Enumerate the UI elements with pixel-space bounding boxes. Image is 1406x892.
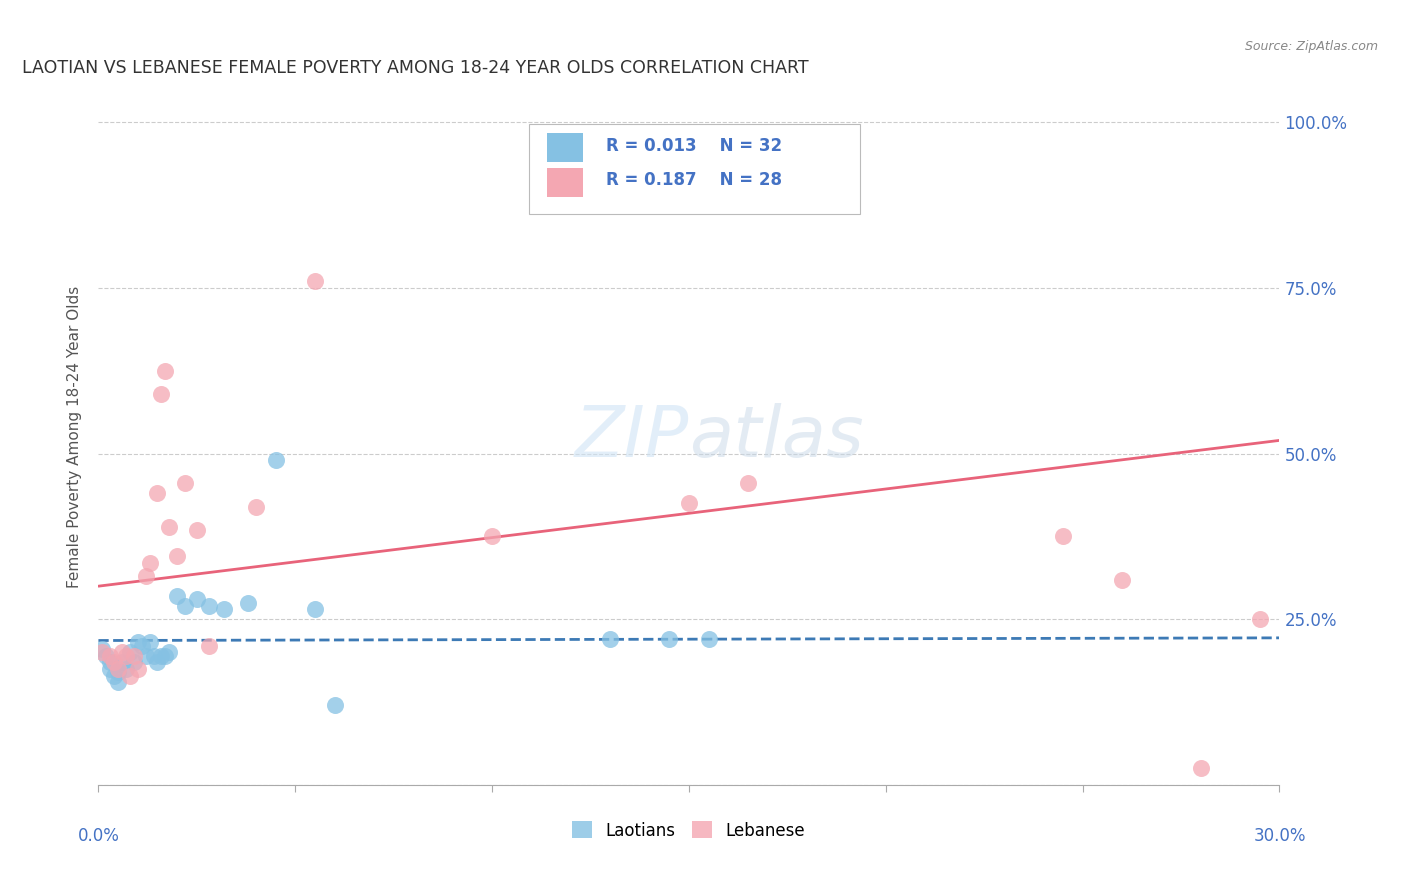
Point bbox=[197, 599, 219, 613]
Point bbox=[1189, 761, 1212, 775]
Point bbox=[127, 635, 149, 649]
Point bbox=[197, 639, 219, 653]
Point bbox=[98, 662, 121, 676]
Point bbox=[122, 648, 145, 663]
Point bbox=[131, 639, 153, 653]
FancyBboxPatch shape bbox=[547, 168, 582, 197]
Text: atlas: atlas bbox=[689, 402, 863, 472]
Point bbox=[118, 668, 141, 682]
Point bbox=[166, 589, 188, 603]
Point bbox=[138, 635, 160, 649]
Point bbox=[146, 486, 169, 500]
Point bbox=[142, 648, 165, 663]
Point bbox=[304, 602, 326, 616]
Point bbox=[98, 656, 121, 670]
Legend: Laotians, Lebanese: Laotians, Lebanese bbox=[565, 814, 813, 847]
FancyBboxPatch shape bbox=[547, 133, 582, 162]
Point bbox=[146, 656, 169, 670]
Point bbox=[155, 364, 177, 378]
Point bbox=[323, 698, 346, 713]
Point bbox=[96, 648, 118, 663]
Point bbox=[737, 476, 759, 491]
Text: R = 0.187    N = 28: R = 0.187 N = 28 bbox=[606, 170, 782, 188]
Point bbox=[91, 645, 114, 659]
Point bbox=[118, 645, 141, 659]
Point bbox=[236, 596, 259, 610]
Point bbox=[658, 632, 681, 647]
Text: Source: ZipAtlas.com: Source: ZipAtlas.com bbox=[1244, 40, 1378, 54]
Point bbox=[111, 656, 134, 670]
Point bbox=[127, 662, 149, 676]
Point bbox=[1249, 612, 1271, 626]
Point bbox=[245, 500, 267, 514]
Point bbox=[697, 632, 720, 647]
Text: R = 0.013    N = 32: R = 0.013 N = 32 bbox=[606, 137, 782, 155]
Point bbox=[115, 648, 138, 663]
Point bbox=[111, 645, 134, 659]
Point bbox=[304, 274, 326, 288]
Point bbox=[107, 662, 129, 676]
Point bbox=[107, 665, 129, 680]
Text: 0.0%: 0.0% bbox=[77, 827, 120, 845]
Text: 30.0%: 30.0% bbox=[1253, 827, 1306, 845]
Point bbox=[135, 569, 157, 583]
Point bbox=[1111, 573, 1133, 587]
Point bbox=[166, 549, 188, 564]
Point bbox=[264, 453, 287, 467]
Point bbox=[135, 648, 157, 663]
Text: LAOTIAN VS LEBANESE FEMALE POVERTY AMONG 18-24 YEAR OLDS CORRELATION CHART: LAOTIAN VS LEBANESE FEMALE POVERTY AMONG… bbox=[21, 59, 808, 77]
Point bbox=[214, 602, 236, 616]
Point bbox=[1052, 529, 1074, 543]
Point bbox=[150, 387, 173, 401]
Point bbox=[174, 599, 197, 613]
Point bbox=[122, 656, 145, 670]
Text: ZIP: ZIP bbox=[575, 402, 689, 472]
Point bbox=[115, 662, 138, 676]
Point bbox=[103, 668, 125, 682]
Point bbox=[150, 648, 173, 663]
Point bbox=[678, 496, 700, 510]
Point bbox=[91, 642, 114, 657]
Point bbox=[155, 648, 177, 663]
Point bbox=[186, 523, 208, 537]
Point bbox=[157, 645, 180, 659]
Point bbox=[157, 519, 180, 533]
Point bbox=[174, 476, 197, 491]
Point bbox=[481, 529, 503, 543]
Point bbox=[186, 592, 208, 607]
Point bbox=[98, 648, 121, 663]
Point bbox=[599, 632, 621, 647]
Y-axis label: Female Poverty Among 18-24 Year Olds: Female Poverty Among 18-24 Year Olds bbox=[67, 286, 83, 588]
Point bbox=[103, 656, 125, 670]
Point bbox=[138, 556, 160, 570]
Point bbox=[107, 675, 129, 690]
FancyBboxPatch shape bbox=[530, 124, 860, 214]
